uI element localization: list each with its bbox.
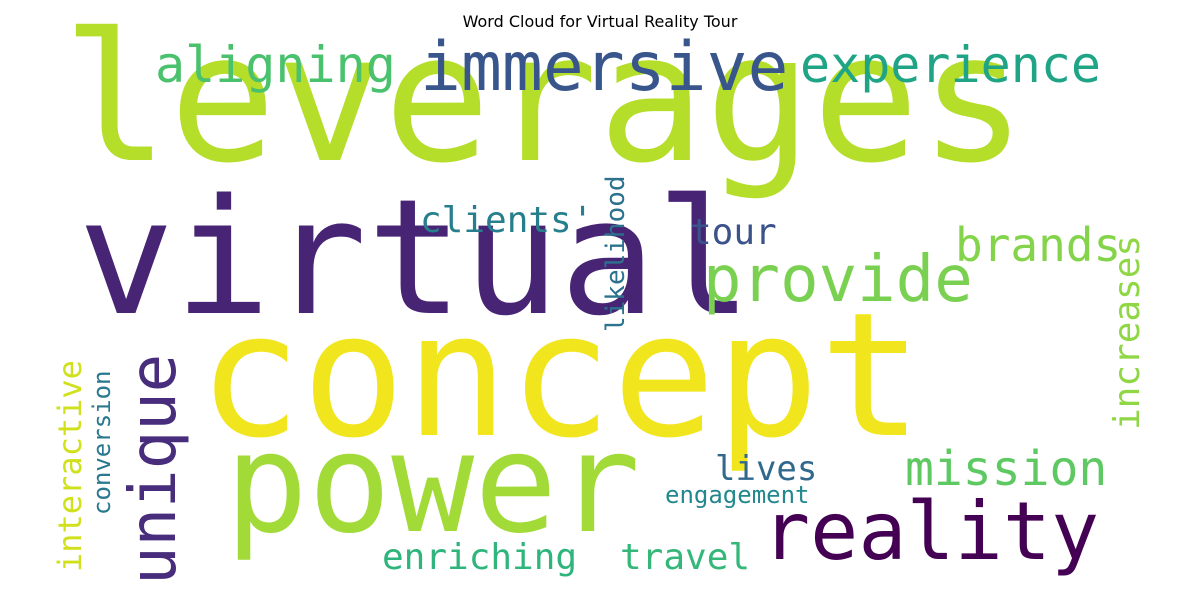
word-likelihood: likelihood [601,175,631,332]
word-brands: brands [955,218,1122,272]
chart-title: Word Cloud for Virtual Reality Tour [462,12,738,31]
word-provide: provide [703,243,973,317]
word-reality: reality [762,485,1100,578]
word-mission: mission [905,441,1108,497]
word-leverages: leverages [62,0,1027,202]
word-unique: unique [117,353,191,585]
word-clients: clients' [420,200,594,241]
word-lives: lives [715,449,818,489]
word-immersive: immersive [420,28,789,107]
word-virtual: virtual [78,164,753,351]
word-concept: concept [198,275,923,476]
word-conversion: conversion [88,370,116,516]
word-tour: tour [690,212,777,253]
word-engagement: engagement [665,481,810,509]
word-increases: increases [1107,234,1148,430]
word-aligning: aligning [155,36,396,94]
word-enriching: enriching [382,537,578,578]
word-interactive: interactive [51,360,89,572]
word-experience: experience [800,36,1102,94]
word-travel: travel [620,537,751,578]
word-power: power [225,403,641,564]
